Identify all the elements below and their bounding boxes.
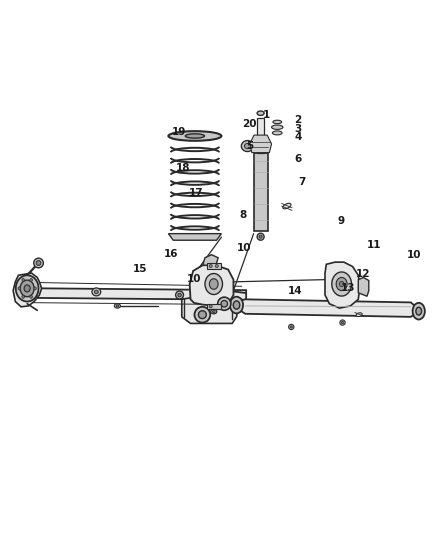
Text: 12: 12 <box>355 269 370 279</box>
Text: 7: 7 <box>299 177 306 187</box>
Ellipse shape <box>218 297 231 310</box>
Text: 6: 6 <box>294 154 301 164</box>
Ellipse shape <box>34 258 43 268</box>
Polygon shape <box>190 265 233 306</box>
FancyBboxPatch shape <box>207 304 221 309</box>
Ellipse shape <box>241 141 254 151</box>
Text: 11: 11 <box>367 240 382 251</box>
Ellipse shape <box>209 264 212 268</box>
Polygon shape <box>203 255 218 265</box>
Polygon shape <box>28 288 246 300</box>
Text: 5: 5 <box>246 141 253 151</box>
Ellipse shape <box>24 285 30 292</box>
Ellipse shape <box>244 143 251 149</box>
Ellipse shape <box>16 275 39 302</box>
Ellipse shape <box>215 264 218 268</box>
Ellipse shape <box>18 287 21 290</box>
Ellipse shape <box>20 280 34 297</box>
Ellipse shape <box>336 278 347 290</box>
Ellipse shape <box>221 301 228 307</box>
Ellipse shape <box>230 297 243 313</box>
Text: 13: 13 <box>341 282 356 293</box>
Ellipse shape <box>272 125 283 130</box>
Ellipse shape <box>34 287 36 290</box>
Ellipse shape <box>178 293 181 297</box>
Ellipse shape <box>342 321 344 324</box>
Ellipse shape <box>257 111 264 115</box>
Text: 3: 3 <box>294 124 301 134</box>
Ellipse shape <box>22 295 25 298</box>
Text: 15: 15 <box>133 264 148 273</box>
Text: 4: 4 <box>294 132 301 142</box>
Ellipse shape <box>185 134 205 138</box>
Text: 17: 17 <box>189 188 204 198</box>
Text: 10: 10 <box>237 243 251 253</box>
Ellipse shape <box>340 320 345 325</box>
Ellipse shape <box>36 261 41 265</box>
Text: 9: 9 <box>337 216 344 227</box>
Ellipse shape <box>198 311 206 319</box>
Ellipse shape <box>273 120 282 124</box>
FancyBboxPatch shape <box>207 263 221 269</box>
Polygon shape <box>358 278 369 296</box>
Text: 1: 1 <box>263 110 270 120</box>
Ellipse shape <box>416 307 421 315</box>
Ellipse shape <box>22 279 25 281</box>
Text: 20: 20 <box>242 119 257 129</box>
Ellipse shape <box>339 281 344 287</box>
Ellipse shape <box>30 295 32 298</box>
Ellipse shape <box>259 235 262 238</box>
Ellipse shape <box>205 273 223 295</box>
Text: 10: 10 <box>186 274 201 284</box>
Ellipse shape <box>356 313 362 317</box>
Text: 19: 19 <box>172 127 186 136</box>
Ellipse shape <box>94 290 98 294</box>
Ellipse shape <box>92 288 101 296</box>
Polygon shape <box>168 233 222 240</box>
FancyBboxPatch shape <box>258 118 264 152</box>
Ellipse shape <box>209 279 218 289</box>
Text: 2: 2 <box>294 115 301 125</box>
Polygon shape <box>325 262 360 308</box>
Ellipse shape <box>211 310 217 314</box>
Text: 8: 8 <box>240 210 247 220</box>
Ellipse shape <box>212 311 215 313</box>
Ellipse shape <box>116 305 119 307</box>
Ellipse shape <box>283 204 291 209</box>
FancyBboxPatch shape <box>254 152 268 231</box>
Polygon shape <box>13 273 42 307</box>
Text: 10: 10 <box>406 249 421 260</box>
Polygon shape <box>182 295 239 324</box>
Ellipse shape <box>272 131 282 135</box>
Polygon shape <box>250 135 272 152</box>
Ellipse shape <box>289 324 294 329</box>
Ellipse shape <box>413 303 425 319</box>
Ellipse shape <box>257 233 264 240</box>
Ellipse shape <box>168 131 221 141</box>
Text: 16: 16 <box>163 249 178 259</box>
Ellipse shape <box>194 307 210 322</box>
Ellipse shape <box>114 304 120 308</box>
Text: 18: 18 <box>176 163 191 173</box>
Ellipse shape <box>332 272 351 296</box>
Polygon shape <box>237 300 417 317</box>
Ellipse shape <box>233 301 240 309</box>
Ellipse shape <box>176 291 184 299</box>
Ellipse shape <box>290 326 293 328</box>
Ellipse shape <box>209 305 212 308</box>
Ellipse shape <box>30 279 32 281</box>
Text: 14: 14 <box>287 286 302 296</box>
